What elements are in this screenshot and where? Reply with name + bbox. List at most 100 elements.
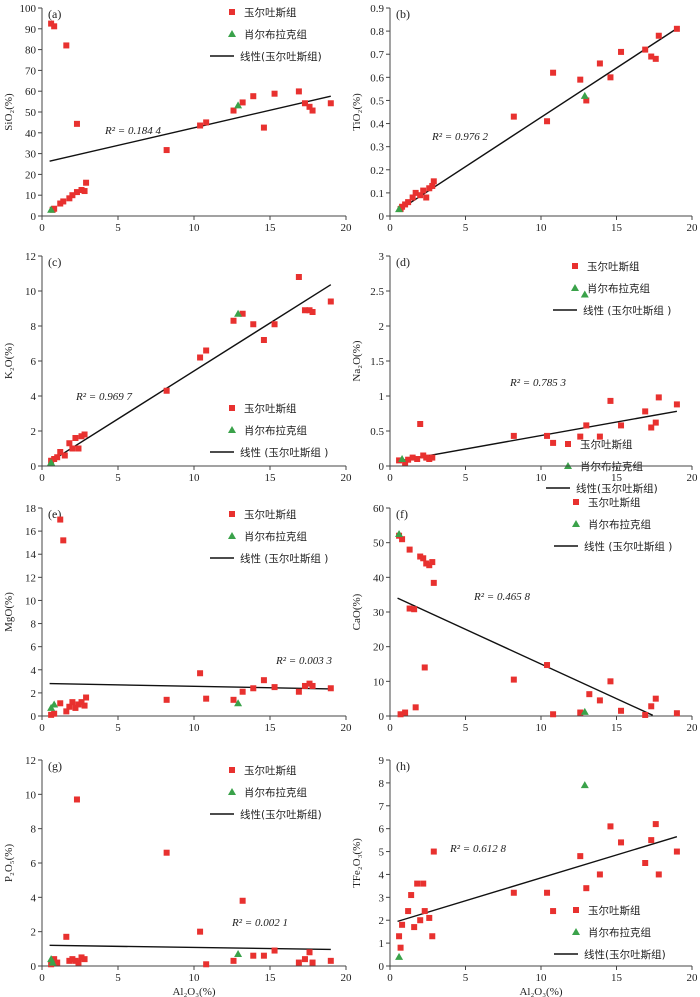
x-tick-label: 20 [687, 472, 699, 484]
data-point-yuertusi [83, 694, 90, 701]
data-point-yuertusi [648, 837, 655, 844]
data-point-yuertusi [301, 956, 308, 963]
data-point-yuertusi [423, 454, 430, 461]
x-tick-label: 10 [536, 972, 548, 984]
legend-label-yuertusi: 玉尔吐斯组 [588, 496, 641, 509]
data-point-yuertusi [652, 55, 659, 62]
y-tick-label: 2.5 [370, 286, 384, 298]
data-point-xiaoerbulak [234, 101, 243, 109]
data-point-yuertusi [414, 456, 421, 462]
data-point-xiaoerbulak [234, 949, 243, 957]
data-point-yuertusi [550, 69, 557, 76]
data-point-yuertusi [230, 107, 237, 114]
trend-line [397, 597, 654, 716]
data-point-yuertusi [417, 917, 424, 924]
r-squared-label: R² = 0.184 4 [104, 125, 161, 137]
data-point-yuertusi [550, 439, 557, 446]
data-point-yuertusi [596, 433, 603, 440]
y-tick-label: 0 [379, 961, 385, 973]
data-point-yuertusi [420, 452, 427, 459]
y-tick-label: 60 [25, 86, 37, 98]
data-point-yuertusi [412, 704, 419, 711]
y-tick-label: 40 [25, 128, 37, 140]
data-point-yuertusi [417, 192, 424, 199]
x-axis-label: Al₂O₃(%) [172, 986, 215, 997]
y-tick-label: 12 [25, 755, 36, 767]
trend-line [397, 410, 678, 462]
legend-label-trendline: 线性 (玉尔吐斯组 ) [584, 540, 672, 553]
legend-label-trendline: 线性(玉尔吐斯组) [240, 50, 322, 63]
y-tick-label: 100 [20, 3, 37, 15]
data-point-yuertusi [239, 99, 246, 106]
data-point-yuertusi [423, 194, 430, 201]
data-point-yuertusi [577, 433, 584, 440]
data-point-yuertusi [648, 53, 655, 60]
data-point-yuertusi [596, 871, 603, 878]
r-squared-label: R² = 0.612 8 [449, 843, 506, 855]
data-point-yuertusi [406, 546, 413, 553]
y-tick-label: 16 [25, 526, 37, 538]
x-tick-label: 15 [265, 972, 277, 984]
x-tick-label: 20 [687, 972, 699, 984]
data-point-yuertusi [409, 194, 416, 201]
x-tick-label: 0 [39, 972, 45, 984]
data-point-yuertusi [405, 456, 412, 463]
data-point-yuertusi [596, 697, 603, 704]
data-point-xiaoerbulak [580, 91, 589, 99]
data-point-yuertusi [73, 189, 80, 196]
data-point-yuertusi [63, 708, 70, 715]
data-point-yuertusi [673, 848, 680, 855]
x-tick-label: 15 [265, 472, 277, 484]
legend-label-yuertusi: 玉尔吐斯组 [244, 402, 297, 415]
data-point-yuertusi [230, 317, 237, 324]
data-point-yuertusi [642, 860, 649, 866]
y-tick-label: 2 [31, 688, 37, 700]
data-point-yuertusi [306, 680, 313, 687]
x-tick-label: 5 [115, 472, 121, 484]
legend-label-trendline: 线性(玉尔吐斯组) [240, 808, 322, 821]
x-tick-label: 15 [611, 722, 623, 734]
data-point-xiaoerbulak [580, 707, 589, 715]
data-point-yuertusi [309, 682, 316, 689]
x-tick-label: 20 [687, 722, 699, 734]
y-tick-label: 2 [31, 927, 37, 939]
data-point-yuertusi [550, 908, 557, 915]
y-tick-label: 0.1 [370, 188, 384, 200]
legend-label-xiaoerbulak: 肖尔布拉克组 [588, 518, 651, 531]
data-point-yuertusi [197, 354, 204, 361]
y-tick-label: 1 [379, 391, 385, 403]
data-point-yuertusi [607, 823, 614, 830]
data-point-yuertusi [642, 408, 649, 415]
data-point-yuertusi [399, 921, 406, 928]
y-tick-label: 2 [31, 426, 37, 438]
data-point-xiaoerbulak [580, 290, 589, 298]
data-point-yuertusi [586, 691, 593, 698]
y-tick-label: 8 [31, 619, 37, 631]
data-point-yuertusi [69, 445, 76, 452]
legend-label-xiaoerbulak: 肖尔布拉克组 [244, 530, 307, 543]
r-squared-label: R² = 0.002 1 [231, 917, 288, 929]
x-tick-label: 5 [115, 222, 121, 234]
x-tick-label: 10 [536, 222, 548, 234]
x-tick-label: 20 [687, 222, 699, 234]
x-tick-label: 10 [189, 722, 201, 734]
data-point-yuertusi [69, 699, 76, 706]
data-point-yuertusi [652, 419, 659, 426]
chart-panel-h: 0 5 10 15 20 0 1 2 3 4 5 6 7 8 9 (h) TFe₂O₃(%) Al₂O₃(%) R²… [351, 755, 698, 997]
data-point-yuertusi [607, 74, 614, 81]
data-point-yuertusi [230, 696, 237, 703]
x-tick-label: 20 [341, 472, 353, 484]
y-tick-label: 0.9 [370, 3, 384, 15]
legend-triangle-marker [572, 520, 580, 527]
y-tick-label: 0 [31, 461, 37, 473]
data-point-yuertusi [239, 310, 246, 317]
data-point-yuertusi [408, 892, 415, 899]
panel-label: (b) [396, 7, 410, 21]
y-tick-label: 1 [379, 938, 385, 950]
y-tick-label: 8 [31, 824, 37, 836]
x-tick-label: 0 [387, 722, 393, 734]
y-tick-label: 3 [379, 892, 385, 904]
